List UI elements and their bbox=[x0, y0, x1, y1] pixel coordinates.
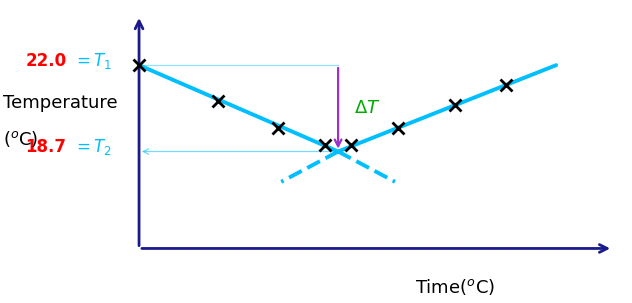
Text: $=T_2$: $=T_2$ bbox=[73, 137, 111, 157]
Text: $=T_1$: $=T_1$ bbox=[73, 51, 112, 71]
Text: 22.0: 22.0 bbox=[25, 52, 66, 70]
Text: ($^o$C): ($^o$C) bbox=[3, 129, 39, 149]
Text: $\Delta$T: $\Delta$T bbox=[354, 99, 380, 117]
Text: 18.7: 18.7 bbox=[25, 138, 66, 156]
Text: Temperature: Temperature bbox=[3, 94, 118, 112]
Text: Time($^o$C): Time($^o$C) bbox=[415, 277, 495, 297]
